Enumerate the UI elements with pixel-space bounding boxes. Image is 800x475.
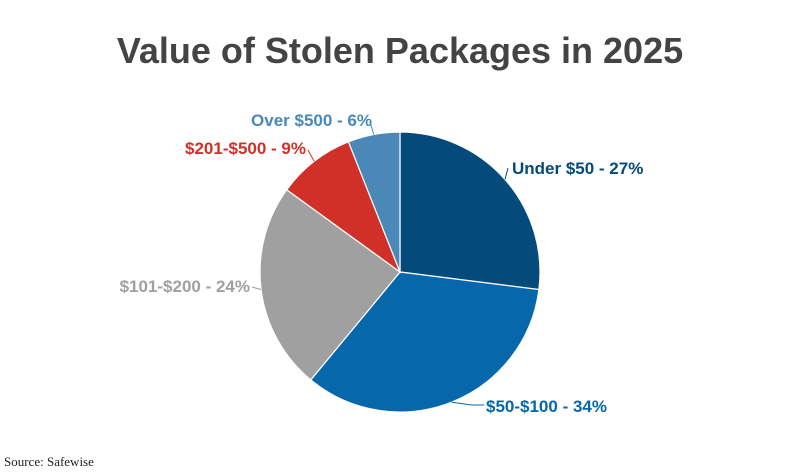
- slice-label: $101-$200 - 24%: [120, 277, 250, 296]
- pie-slice-under-50: [399, 131, 541, 291]
- leader-line: [307, 149, 315, 162]
- leader-line: [369, 121, 375, 135]
- pie-slices: [259, 131, 541, 413]
- source-note: Source: Safewise: [4, 454, 94, 469]
- chart-title: Value of Stolen Packages in 2025: [116, 30, 684, 71]
- pie-slice-101-200: [259, 188, 401, 381]
- slice-labels: Under $50 - 27% $50-$100 - 34% $101-$200 -…: [120, 111, 644, 416]
- leader-line: [504, 167, 509, 180]
- slice-label: Under $50 - 27%: [512, 159, 643, 178]
- leader-line: [251, 286, 262, 290]
- slice-label: $201-$500 - 9%: [185, 139, 306, 158]
- pie-slice-50-100: [309, 271, 540, 413]
- slice-label: $50-$100 - 34%: [486, 397, 607, 416]
- pie-slice-201-500: [285, 141, 402, 274]
- label-leader-lines: [251, 121, 509, 406]
- slice-label: Over $500 - 6%: [251, 111, 372, 130]
- leader-line: [451, 401, 484, 406]
